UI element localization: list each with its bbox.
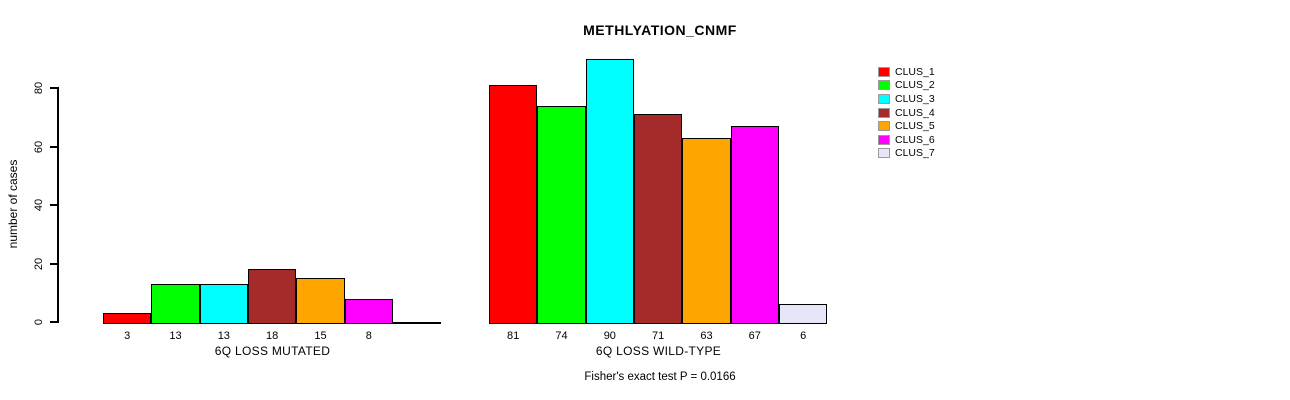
legend-swatch-clus_1	[878, 66, 890, 77]
bar-clus_3-group-1	[199, 283, 248, 324]
legend-label: CLUS_5	[895, 120, 935, 133]
legend-row-clus_5: CLUS_5	[878, 119, 935, 133]
chart-title: METHLYATION_CNMF	[583, 22, 737, 38]
legend-label: CLUS_7	[895, 147, 935, 160]
bar-clus_5-group-2	[682, 137, 731, 324]
y-tick-80	[50, 87, 57, 89]
legend-label: CLUS_3	[895, 92, 935, 105]
bar-value-label: 90	[603, 330, 616, 342]
legend-row-clus_1: CLUS_1	[878, 65, 935, 79]
legend-swatch-clus_7	[878, 148, 890, 159]
legend-row-clus_6: CLUS_6	[878, 133, 935, 147]
y-tick-label-60: 60	[33, 140, 45, 153]
y-tick-40	[50, 204, 57, 206]
y-tick-0	[50, 321, 57, 323]
y-tick-60	[50, 145, 57, 148]
legend-label: CLUS_4	[895, 106, 935, 119]
bar-clus_2-group-1	[151, 283, 200, 324]
y-axis-title: number of cases	[6, 159, 20, 249]
y-tick-label-80: 80	[33, 81, 45, 95]
bar-value-label: 67	[748, 330, 761, 342]
bar-clus_1-group-2	[489, 85, 538, 324]
bar-clus_6-group-1	[344, 298, 393, 324]
bar-clus_6-group-2	[730, 126, 779, 324]
y-tick-label-0: 0	[33, 318, 45, 326]
legend-swatch-clus_3	[878, 93, 890, 104]
bar-clus_1-group-1	[103, 313, 152, 324]
y-axis-line	[57, 87, 59, 323]
bar-value-label: 13	[217, 330, 230, 342]
bar-clus_5-group-1	[296, 278, 345, 324]
legend-swatch-clus_6	[878, 134, 890, 145]
x-axis-label-mutated: 6Q LOSS MUTATED	[214, 344, 331, 358]
bar-clus_7-group-2	[778, 304, 828, 324]
bar-value-label: 13	[169, 330, 182, 342]
legend-row-clus_4: CLUS_4	[878, 106, 935, 120]
bar-value-label: 71	[652, 330, 665, 342]
bar-value-label: 63	[700, 330, 713, 342]
legend-label: CLUS_6	[895, 133, 935, 146]
y-tick-label-20: 20	[33, 257, 45, 270]
bar-clus_2-group-2	[537, 105, 586, 324]
y-tick-20	[50, 262, 57, 265]
legend-swatch-clus_5	[878, 121, 890, 132]
y-tick-label-40: 40	[33, 198, 45, 212]
bar-value-label: 81	[507, 330, 520, 342]
legend-row-clus_7: CLUS_7	[878, 147, 935, 161]
bar-value-label: 6	[800, 330, 807, 342]
bar-value-label: 18	[266, 330, 279, 342]
bar-clus_4-group-2	[633, 114, 683, 324]
legend-label: CLUS_1	[895, 65, 935, 78]
legend-label: CLUS_2	[895, 79, 935, 92]
legend-swatch-clus_4	[878, 107, 890, 118]
bar-value-label: 15	[314, 330, 327, 342]
bar-clus_3-group-2	[585, 58, 634, 324]
legend-swatch-clus_2	[878, 80, 890, 91]
fisher-test-footnote: Fisher's exact test P = 0.0166	[584, 371, 736, 383]
bar-clus_4-group-1	[247, 269, 297, 324]
legend: CLUS_1 CLUS_2 CLUS_3 CLUS_4 CLUS_5 CLUS_6 CLUS…	[878, 65, 935, 160]
legend-row-clus_2: CLUS_2	[878, 79, 935, 93]
bar-value-label: 74	[555, 330, 568, 342]
x-axis-label-wild-type: 6Q LOSS WILD-TYPE	[595, 344, 722, 358]
bar-value-label: 3	[124, 330, 131, 342]
bar-value-label: 8	[365, 330, 372, 342]
legend-row-clus_3: CLUS_3	[878, 92, 935, 106]
